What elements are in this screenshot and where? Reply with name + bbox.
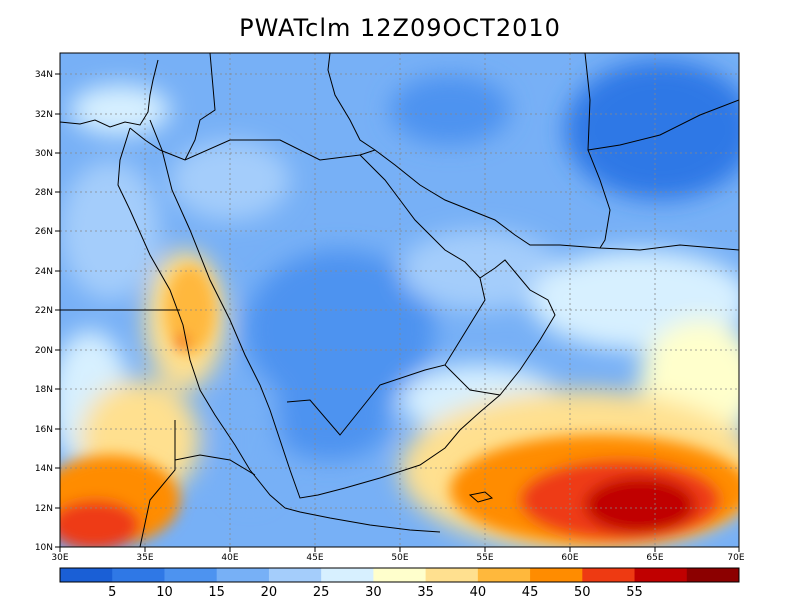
colorbar-swatch bbox=[112, 568, 165, 582]
lon-label: 30E bbox=[51, 553, 68, 563]
colorbar-label: 15 bbox=[208, 585, 225, 600]
colorbar-swatch bbox=[164, 568, 218, 582]
lon-label: 60E bbox=[561, 553, 578, 563]
lon-label: 70E bbox=[727, 553, 744, 563]
colorbar-swatch bbox=[530, 568, 583, 582]
colorbar-label: 40 bbox=[470, 585, 487, 600]
colorbar-swatch bbox=[477, 568, 531, 582]
colorbar-swatch bbox=[373, 568, 427, 582]
colorbar-label: 20 bbox=[261, 585, 278, 600]
colorbar-label: 50 bbox=[574, 585, 591, 600]
map-title: PWATclm 12Z09OCT2010 bbox=[239, 14, 561, 42]
lat-label: 24N bbox=[35, 267, 53, 277]
lat-label: 30N bbox=[35, 149, 53, 159]
colorbar-swatch bbox=[582, 568, 636, 582]
colorbar-swatch bbox=[634, 568, 688, 582]
lat-label: 14N bbox=[35, 464, 53, 474]
colorbar-swatch bbox=[686, 568, 740, 582]
lon-label: 65E bbox=[646, 553, 663, 563]
lon-label: 35E bbox=[136, 553, 153, 563]
lat-label: 18N bbox=[35, 385, 53, 395]
colorbar-swatch bbox=[216, 568, 270, 582]
colorbar-label: 55 bbox=[626, 585, 643, 600]
lat-label: 34N bbox=[35, 70, 53, 80]
colorbar: 5 10 15 20 25 30 35 40 45 50 55 bbox=[59, 567, 740, 600]
lat-label: 28N bbox=[35, 188, 53, 198]
colorbar-label: 25 bbox=[313, 585, 330, 600]
colorbar-label: 5 bbox=[108, 585, 116, 600]
lat-label: 26N bbox=[35, 227, 53, 237]
lat-label: 16N bbox=[35, 425, 53, 435]
lon-label: 45E bbox=[306, 553, 323, 563]
colorbar-label: 10 bbox=[156, 585, 173, 600]
lon-label: 55E bbox=[476, 553, 493, 563]
colorbar-label: 30 bbox=[365, 585, 382, 600]
latitude-labels: 34N 32N 30N 28N 26N 24N 22N 20N 18N 16N … bbox=[35, 70, 53, 553]
colorbar-label: 35 bbox=[417, 585, 434, 600]
coastlines bbox=[60, 53, 739, 547]
colorbar-swatch bbox=[425, 568, 479, 582]
lon-label: 40E bbox=[221, 553, 238, 563]
lon-label: 50E bbox=[391, 553, 408, 563]
lat-label: 10N bbox=[35, 543, 53, 553]
lat-label: 32N bbox=[35, 110, 53, 120]
lat-label: 12N bbox=[35, 504, 53, 514]
pwat-field bbox=[60, 53, 739, 547]
colorbar-swatch bbox=[268, 568, 322, 582]
colorbar-label: 45 bbox=[522, 585, 539, 600]
lat-label: 20N bbox=[35, 346, 53, 356]
longitude-labels: 30E 35E 40E 45E 50E 55E 60E 65E 70E bbox=[51, 553, 744, 563]
colorbar-swatch bbox=[60, 568, 113, 582]
colorbar-swatch bbox=[321, 568, 374, 582]
lat-label: 22N bbox=[35, 306, 53, 316]
